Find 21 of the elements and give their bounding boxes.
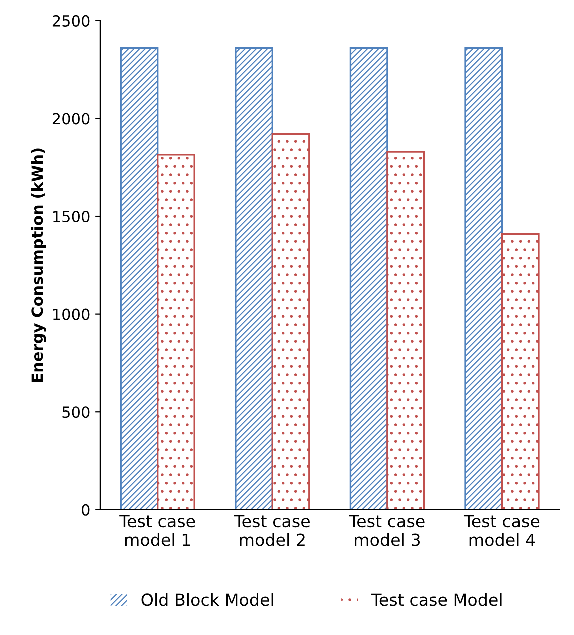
- y-tick-label: 2500: [52, 15, 90, 27]
- y-tick-label: 0: [82, 504, 90, 516]
- y-tick-label: 1500: [54, 211, 90, 223]
- x-tick-label: Test case model 2: [234, 515, 310, 546]
- bar: [464, 48, 504, 510]
- y-tick-label: 500: [62, 406, 90, 418]
- bar: [235, 48, 274, 510]
- bar: [157, 154, 196, 510]
- y-tick-label: 1000: [54, 308, 90, 320]
- bar: [272, 134, 310, 510]
- bar: [386, 151, 426, 510]
- x-tick-label: Test case model 3: [349, 515, 425, 546]
- y-axis-title: Energy Consumption (kWh): [31, 148, 46, 382]
- bar: [350, 48, 388, 510]
- x-tick-label: Test case model 1: [120, 515, 196, 546]
- bar: [120, 48, 159, 510]
- bar: [501, 233, 540, 510]
- legend-label: Old Block Model: [142, 593, 274, 606]
- x-tick-label: Test case model 4: [464, 515, 540, 546]
- y-tick-label: 2000: [52, 113, 90, 125]
- legend-label: Test case Model: [372, 593, 502, 606]
